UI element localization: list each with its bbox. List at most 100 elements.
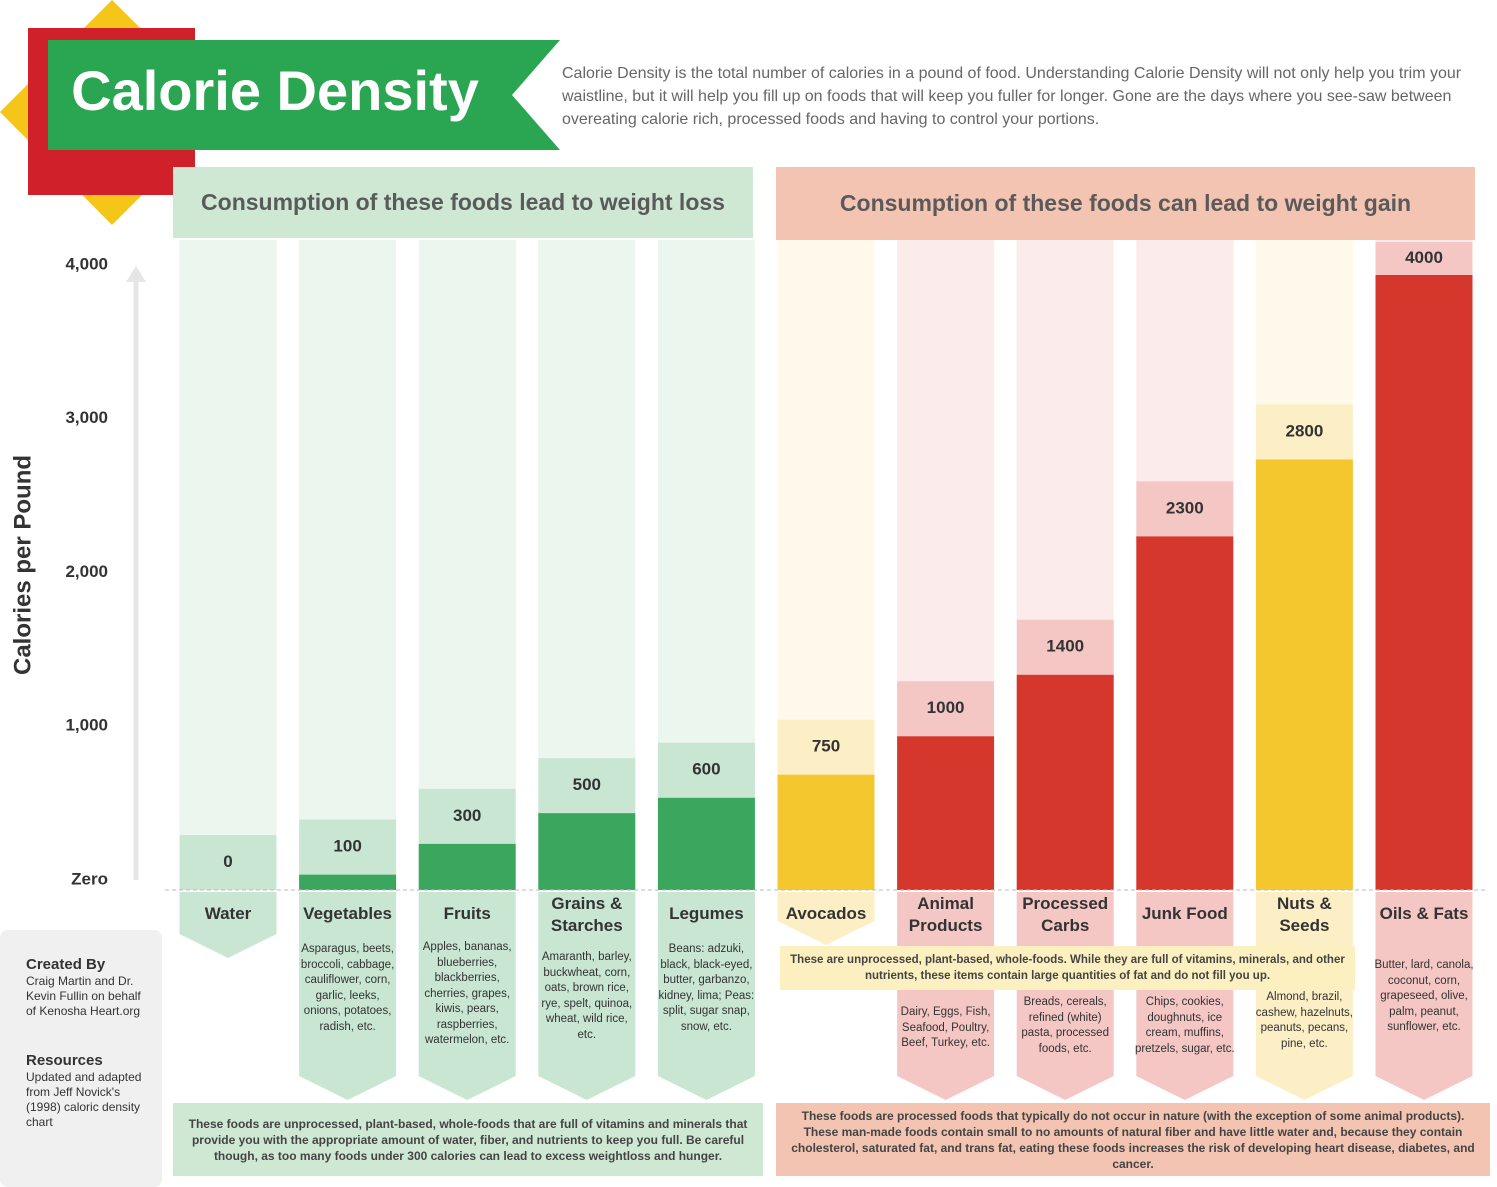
column-backdrop — [1016, 240, 1114, 620]
whole-food-note: These are unprocessed, plant-based, whol… — [780, 946, 1355, 990]
value-label-box — [657, 742, 755, 798]
value-label: 1400 — [1046, 637, 1084, 656]
bar — [897, 736, 995, 890]
credits-heading: Created By — [26, 956, 106, 973]
resources-heading: Resources — [26, 1052, 103, 1069]
value-label: 0 — [223, 852, 232, 871]
value-label-box — [299, 819, 397, 875]
category-label: Oils & Fats — [1379, 904, 1469, 923]
category-label: Water — [204, 904, 252, 923]
category-label: Processed Carbs — [1022, 894, 1109, 935]
category-pennant — [299, 892, 397, 1100]
credits-bg — [0, 930, 162, 1187]
group-header-bg — [776, 167, 1475, 240]
value-label-box — [777, 719, 875, 775]
value-label: 4000 — [1405, 248, 1443, 267]
bar — [1136, 536, 1234, 890]
category-description: Butter, lard, canola, coconut, corn, gra… — [1374, 959, 1474, 1033]
category-pennant — [1255, 892, 1353, 1100]
y-tick-label: 2,000 — [65, 562, 108, 581]
column-backdrop — [1136, 240, 1234, 482]
group-footer: These foods are unprocessed, plant-based… — [188, 1116, 748, 1163]
column-backdrop — [538, 240, 636, 759]
value-label: 1000 — [927, 698, 965, 717]
value-label-box — [897, 681, 995, 737]
category-pennant — [777, 892, 875, 945]
group-footer: These foods are processed foods that typ… — [791, 1108, 1475, 1171]
column-backdrop — [1255, 240, 1353, 405]
category-label: Animal Products — [908, 894, 983, 935]
category-description: Apples, bananas, blueberries, blackberri… — [422, 941, 512, 1046]
value-label-box — [1255, 404, 1353, 460]
category-description: Breads, cereals, refined (white) pasta, … — [1021, 996, 1109, 1055]
column-backdrop — [418, 240, 516, 789]
category-pennant — [1136, 892, 1234, 1100]
column-backdrop — [1375, 240, 1473, 242]
column-backdrop — [179, 240, 277, 835]
resources: Resources Updated and adapted from Jeff … — [26, 1053, 151, 1130]
value-label: 600 — [692, 760, 720, 779]
category-description: Beans: adzuki, black, black-eyed, butter… — [658, 943, 755, 1033]
value-label-box — [1375, 242, 1473, 275]
value-label-box — [418, 788, 516, 844]
resources-text: Updated and adapted from Jeff Novick's (… — [26, 1070, 142, 1129]
y-axis-label: Calories per Pound — [9, 455, 36, 675]
group-header: Consumption of these foods can lead to w… — [839, 190, 1412, 216]
credits: Created By Craig Martin and Dr. Kevin Fu… — [26, 957, 151, 1019]
category-label: Nuts & Seeds — [1277, 894, 1332, 935]
value-label-box — [1136, 481, 1234, 537]
value-label: 100 — [333, 837, 361, 856]
category-label: Junk Food — [1141, 904, 1228, 923]
category-pennant — [418, 892, 516, 1100]
group-header-bg — [173, 167, 753, 238]
bar — [418, 843, 516, 890]
value-label: 2300 — [1166, 498, 1204, 517]
value-label: 300 — [453, 806, 481, 825]
value-label: 2800 — [1285, 421, 1323, 440]
chart-title: Calorie Density — [71, 59, 479, 122]
category-pennant — [657, 892, 755, 1100]
value-label-box — [1016, 619, 1114, 675]
category-description: Chips, cookies, doughnuts, ice cream, mu… — [1134, 996, 1235, 1055]
category-label: Avocados — [785, 904, 867, 923]
value-label-box — [538, 758, 636, 814]
bar — [1375, 275, 1473, 890]
category-pennant — [1375, 892, 1473, 1100]
y-tick-label: 4,000 — [65, 254, 108, 273]
bar — [657, 797, 755, 890]
category-pennant — [897, 892, 995, 1100]
bar — [1016, 674, 1114, 890]
category-description: Amaranth, barley, buckwheat, corn, oats,… — [541, 951, 633, 1041]
bar — [299, 874, 397, 890]
category-description: Dairy, Eggs, Fish, Seafood, Poultry, Bee… — [900, 1006, 991, 1049]
category-description: Asparagus, beets, broccoli, cabbage, cau… — [300, 943, 395, 1033]
category-pennant — [1016, 892, 1114, 1100]
group-header: Consumption of these foods lead to weigh… — [201, 189, 725, 215]
y-axis-arrow — [126, 266, 146, 282]
y-tick-label: 3,000 — [65, 408, 108, 427]
category-pennant — [179, 892, 277, 958]
column-backdrop — [777, 240, 875, 720]
bar — [1255, 459, 1353, 890]
value-label: 750 — [812, 737, 840, 756]
footer-bg — [173, 1103, 763, 1176]
y-tick-label: 1,000 — [65, 716, 108, 735]
title-banner — [48, 40, 560, 150]
category-label: Vegetables — [303, 904, 392, 923]
column-backdrop — [897, 240, 995, 682]
intro-text: Calorie Density is the total number of c… — [562, 65, 1462, 128]
value-label: 500 — [573, 775, 601, 794]
column-backdrop — [299, 240, 397, 820]
category-description: Almond, brazil, cashew, hazelnuts, peanu… — [1255, 991, 1353, 1050]
category-label: Legumes — [669, 904, 744, 923]
category-label: Grains & Starches — [550, 894, 623, 935]
credits-text: Craig Martin and Dr. Kevin Fullin on beh… — [26, 974, 141, 1018]
value-label-box — [179, 835, 277, 890]
y-tick-label: Zero — [71, 869, 108, 888]
bar — [538, 813, 636, 890]
category-pennant — [538, 892, 636, 1100]
column-backdrop — [657, 240, 755, 743]
footer-bg — [776, 1103, 1490, 1176]
